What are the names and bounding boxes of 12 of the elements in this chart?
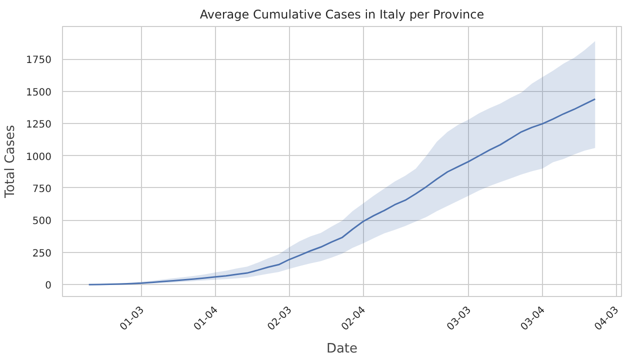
y-tick-label: 500	[32, 216, 52, 228]
y-axis-title: Total Cases	[3, 124, 18, 200]
y-tick-label: 250	[32, 248, 52, 260]
y-tick-label: 1000	[26, 152, 52, 163]
y-tick-label: 750	[32, 184, 52, 195]
y-tick-label: 1500	[26, 87, 52, 98]
chart-title: Average Cumulative Cases in Italy per Province	[200, 8, 484, 22]
line-series	[88, 98, 596, 286]
y-tick-label: 1750	[26, 55, 52, 66]
y-tick-label: 1250	[26, 120, 52, 131]
x-axis-title: Date	[326, 342, 358, 357]
y-tick-label: 0	[45, 280, 52, 292]
